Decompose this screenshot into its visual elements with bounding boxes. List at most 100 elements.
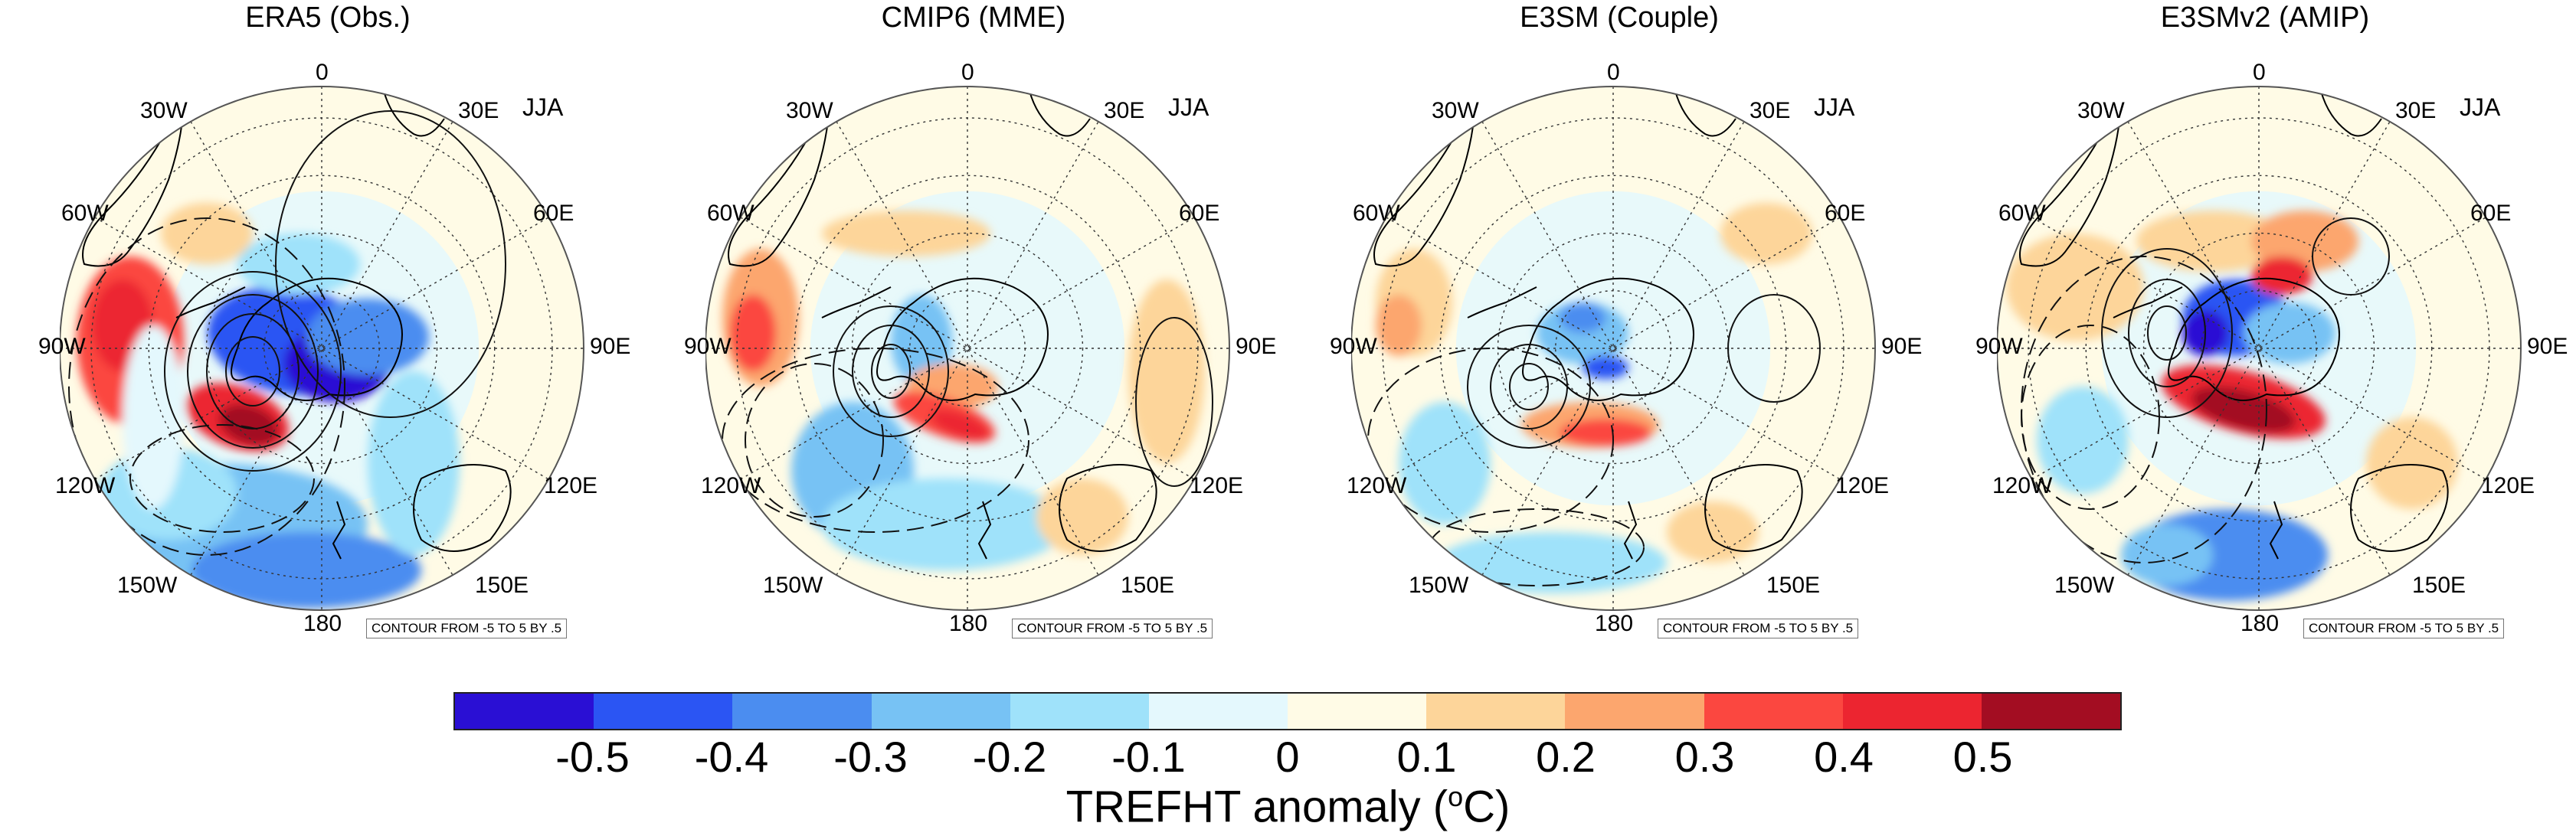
longitude-label: 30E <box>1750 98 1791 123</box>
contours <box>68 110 506 556</box>
colorbar-swatch <box>1565 694 1704 729</box>
anomaly-region <box>1720 203 1812 264</box>
contour-line <box>1367 348 1614 533</box>
contour-line <box>1490 344 1568 429</box>
anomaly-region <box>2251 211 2358 272</box>
contour-line <box>275 110 506 418</box>
colorbar-swatch <box>1704 694 1843 729</box>
map-panel: E3SM (Couple) 0 30W 30E 60W 60E 90W 90E 120W 120E… <box>1330 0 1949 658</box>
longitude-label: 60W <box>1353 201 1400 226</box>
polar-map <box>705 86 1230 611</box>
contour-line <box>129 424 315 533</box>
longitude-label: 120E <box>1190 473 1244 498</box>
longitude-label: 150E <box>1766 573 1821 598</box>
longitude-label: 150E <box>475 573 529 598</box>
contour-note: CONTOUR FROM -5 TO 5 BY .5 <box>1012 619 1213 638</box>
contour-line <box>187 294 319 449</box>
contour-line <box>852 325 930 418</box>
colorbar-swatch <box>1842 694 1982 729</box>
longitude-label: 120E <box>2481 473 2535 498</box>
colorbar-tick-label: -0.3 <box>833 733 908 781</box>
anomaly-region <box>2136 211 2290 272</box>
south-america-coastline <box>728 95 830 267</box>
panel-title: E3SM (Couple) <box>1520 2 1719 34</box>
longitude-label: 90W <box>1330 334 1377 359</box>
longitude-label: 60E <box>1825 201 1866 226</box>
anomaly-region <box>822 478 1067 570</box>
anomaly-region <box>191 532 421 609</box>
longitude-label: 0 <box>961 60 974 85</box>
colorbar-swatch <box>1288 694 1427 729</box>
longitude-label: 180 <box>303 611 342 636</box>
contour-line <box>2312 217 2390 296</box>
peninsula-coastline <box>175 286 246 318</box>
longitude-label: 60E <box>533 201 574 226</box>
new-zealand-coastline <box>332 501 346 560</box>
contour-line <box>2147 305 2187 361</box>
peninsula-coastline <box>1467 286 1537 318</box>
colorbar-swatch <box>1010 694 1149 729</box>
south-america-coastline <box>82 95 185 267</box>
anomaly-region <box>891 295 952 387</box>
anomaly-region <box>1437 532 1667 593</box>
panel-title: ERA5 (Obs.) <box>245 2 411 34</box>
panel-title: E3SMv2 (AMIP) <box>2160 2 2370 34</box>
graticule <box>705 87 1229 610</box>
contours <box>1367 294 1821 586</box>
anomaly-region <box>2366 417 2458 509</box>
contour-line <box>2101 248 2233 418</box>
season-label: JJA <box>1814 93 1855 121</box>
contour-line <box>164 271 342 472</box>
longitude-label: 150W <box>1409 573 1469 598</box>
anomaly-region <box>822 211 990 256</box>
anomaly-region <box>1036 478 1128 555</box>
graticule <box>1351 87 1875 610</box>
australia-coastline <box>1059 464 1157 552</box>
longitude-label: 120E <box>544 473 598 498</box>
colorbar-tick-label: 0.1 <box>1396 733 1457 781</box>
anomaly-region <box>931 410 989 440</box>
polar-map <box>1351 86 1876 611</box>
longitude-label: 30W <box>140 98 188 123</box>
longitude-label: 60W <box>61 201 109 226</box>
longitude-label: 120W <box>701 473 761 498</box>
longitude-label: 150W <box>2054 573 2115 598</box>
anomaly-region <box>1560 419 1651 446</box>
colorbar-tick-label: 0.2 <box>1536 733 1596 781</box>
contour-line <box>68 217 345 556</box>
longitude-label: 150W <box>117 573 178 598</box>
map-border <box>1351 86 1876 611</box>
colorbar <box>453 692 2122 730</box>
new-zealand-coastline <box>977 501 992 560</box>
antarctica-coastline <box>2168 277 2340 401</box>
contours <box>722 305 1213 533</box>
contour-line <box>1509 363 1549 410</box>
longitude-label: 150E <box>2412 573 2466 598</box>
contour-line <box>2021 256 2267 563</box>
anomaly-region <box>1583 356 1628 379</box>
contour-line <box>2021 325 2160 510</box>
anomaly-region <box>1376 295 1422 356</box>
contour-line <box>1429 508 1645 586</box>
anomaly-region <box>306 299 429 375</box>
colorbar-swatch <box>594 694 733 729</box>
contour-line <box>833 305 949 437</box>
longitude-label: 120W <box>1347 473 1407 498</box>
colorbar-swatch <box>1426 694 1566 729</box>
colorbar-tick-label: 0.5 <box>1952 733 2013 781</box>
colorbar-title: TREFHT anomaly (oC) <box>1065 781 1511 832</box>
longitude-label: 0 <box>2253 60 2266 85</box>
longitude-label: 30W <box>2077 98 2125 123</box>
longitude-label: 90E <box>1881 334 1923 359</box>
antarctica-coastline <box>876 277 1049 401</box>
colorbar-tick-label: 0.4 <box>1814 733 1874 781</box>
colorbar-swatch <box>1981 694 2121 729</box>
contour-note: CONTOUR FROM -5 TO 5 BY .5 <box>1658 619 1859 638</box>
longitude-label: 150W <box>763 573 823 598</box>
longitude-label: 90E <box>2527 334 2568 359</box>
contour-line <box>225 336 280 407</box>
colorbar-tick-label: -0.1 <box>1111 733 1186 781</box>
colorbar-swatch <box>732 694 872 729</box>
map-panel: CMIP6 (MME) 0 30W 30E 60W 60E 90W 90E 120W 120E 15… <box>684 0 1303 658</box>
anomaly-region <box>2121 524 2213 586</box>
